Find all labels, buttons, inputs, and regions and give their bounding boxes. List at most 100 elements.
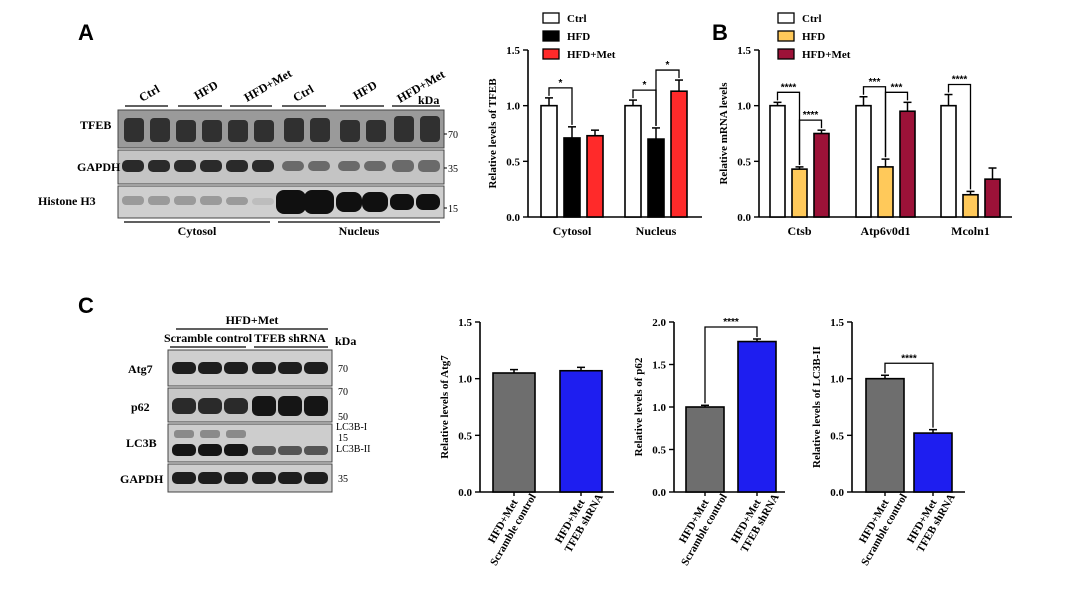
bar — [670, 90, 688, 218]
legend-label: Ctrl — [802, 13, 822, 25]
blot-a-tfeb-strip — [117, 109, 445, 149]
y-tick-label: 1.5 — [737, 45, 751, 57]
blot-a-marker-15: 15 — [448, 204, 458, 215]
band — [122, 160, 144, 172]
x-tick-label: Cytosol — [553, 224, 592, 238]
band — [224, 444, 248, 456]
band — [304, 190, 334, 214]
band — [174, 430, 194, 438]
band — [174, 196, 196, 205]
y-tick-label: 0.0 — [830, 487, 844, 499]
band — [226, 160, 248, 172]
y-tick-label: 1.5 — [830, 317, 844, 329]
y-tick-label: 0.0 — [737, 212, 751, 224]
x-tick-label: Ctsb — [787, 224, 811, 238]
blot-a-fraction-cytosol: Cytosol — [178, 224, 217, 238]
x-tick-label: HFD+MetScramble control — [848, 485, 910, 567]
blot-c-marker-15: 15 — [338, 433, 348, 444]
bar — [865, 377, 905, 493]
significance-label: **** — [803, 110, 819, 121]
band — [124, 118, 144, 142]
blot-c-row-label-atg7: Atg7 — [128, 362, 153, 376]
band — [228, 120, 248, 142]
legend-swatch — [542, 30, 560, 42]
band — [202, 120, 222, 142]
blot-a-kda: kDa — [418, 93, 439, 107]
western-blot-c: HFD+Met Scramble control TFEB shRNA kDa … — [120, 313, 370, 493]
y-tick-label: 1.0 — [830, 374, 844, 386]
blot-c-row-label-lc3b: LC3B — [126, 436, 157, 450]
x-tick-label: HFD+MetScramble control — [477, 485, 539, 567]
band — [176, 120, 196, 142]
band — [172, 398, 196, 414]
band — [392, 160, 414, 172]
y-tick-label: 0.5 — [737, 156, 751, 168]
bar — [899, 110, 916, 218]
chart-mrna-levels: 0.0 0.5 1.0 1.5 Relative mRNA levels Ctsb Atp6… — [718, 12, 1012, 238]
bar — [737, 340, 777, 493]
band — [308, 161, 330, 171]
significance-label: **** — [781, 82, 797, 93]
band — [150, 118, 170, 142]
bar — [913, 432, 953, 493]
significance-label: * — [559, 78, 563, 89]
significance-label: **** — [952, 75, 968, 86]
panel-label-b: B — [712, 20, 728, 45]
band — [172, 444, 196, 456]
band — [198, 444, 222, 456]
blot-c-row-label-p62: p62 — [131, 400, 150, 414]
chart-tfeb-levels: 0.0 0.5 1.0 1.5 Relative levels of TFEB Cytos… — [487, 12, 702, 238]
band — [172, 362, 196, 374]
x-tick-label: Atp6v0d1 — [860, 224, 910, 238]
x-tick-label: HFD+MetTFEB shRNA — [903, 485, 958, 554]
panel-label-a: A — [78, 20, 94, 45]
band — [416, 194, 440, 210]
legend-swatch — [777, 30, 795, 42]
band — [304, 362, 328, 374]
bar — [813, 132, 830, 218]
band — [252, 446, 276, 455]
legend-label: HFD+Met — [802, 49, 851, 61]
blot-a-fraction-nucleus: Nucleus — [339, 224, 380, 238]
chart-lc3b-levels: 0.0 0.5 1.0 1.5 Relative levels of LC3B-II HF… — [811, 317, 965, 568]
band — [304, 472, 328, 484]
bar — [685, 406, 725, 493]
bar — [563, 137, 581, 218]
blot-c-row-label-gapdh: GAPDH — [120, 472, 164, 486]
bar — [940, 104, 957, 218]
x-tick-label: Nucleus — [636, 224, 677, 238]
legend-swatch — [777, 12, 795, 24]
blot-c-group-shrna: TFEB shRNA — [254, 331, 326, 345]
bar — [647, 138, 665, 218]
blot-c-marker-p62-50: 50 — [338, 412, 348, 423]
band — [252, 160, 274, 172]
band — [282, 161, 304, 171]
y-tick-label: 2.0 — [652, 317, 666, 329]
band — [304, 396, 328, 416]
blot-a-group-hfdmet-1: HFD+Met — [242, 66, 295, 105]
x-tick-label: HFD+MetTFEB shRNA — [551, 485, 606, 554]
band — [278, 472, 302, 484]
y-axis-label: Relative levels of Atg7 — [439, 355, 451, 459]
bar — [624, 104, 642, 218]
band — [362, 192, 388, 212]
blot-a-row-label-tfeb: TFEB — [80, 118, 111, 132]
y-tick-label: 0.5 — [506, 156, 520, 168]
band — [420, 116, 440, 142]
band — [254, 120, 274, 142]
band — [364, 161, 386, 171]
y-tick-label: 1.0 — [458, 374, 472, 386]
blot-c-group-scramble: Scramble control — [164, 331, 253, 345]
band — [310, 118, 330, 142]
y-tick-label: 0.5 — [830, 430, 844, 442]
blot-c-marker-lc3b-ii: LC3B-II — [336, 444, 370, 455]
band — [224, 472, 248, 484]
y-axis-label: Relative levels of LC3B-II — [811, 346, 823, 468]
band — [226, 197, 248, 205]
band — [336, 192, 362, 212]
blot-c-top-group: HFD+Met — [226, 313, 279, 327]
legend-label: HFD — [802, 31, 825, 43]
band — [226, 430, 246, 438]
band — [224, 362, 248, 374]
blot-a-group-hfd-2: HFD — [351, 78, 380, 103]
